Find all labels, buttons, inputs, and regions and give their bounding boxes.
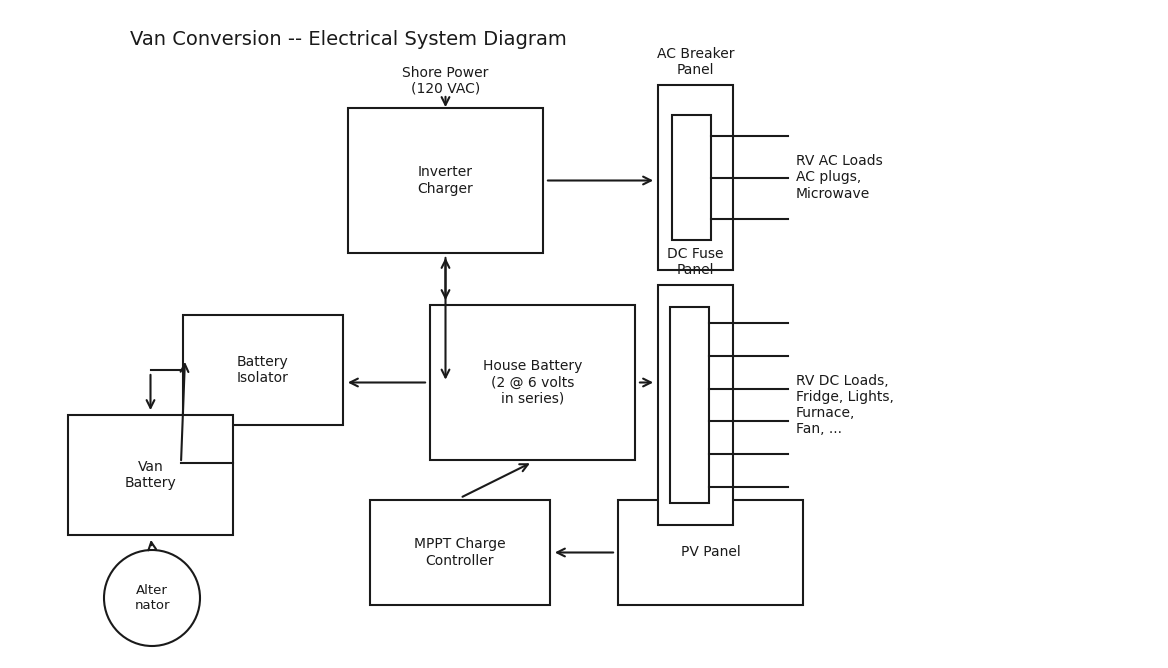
Bar bbox=[672, 115, 711, 240]
Text: DC Fuse
Panel: DC Fuse Panel bbox=[667, 246, 724, 277]
Bar bbox=[348, 108, 543, 253]
Text: Van
Battery: Van Battery bbox=[125, 460, 176, 490]
Bar bbox=[658, 85, 734, 270]
Bar bbox=[68, 415, 232, 535]
Bar bbox=[670, 307, 709, 503]
Text: Alter
nator: Alter nator bbox=[134, 584, 169, 612]
Text: RV DC Loads,
Fridge, Lights,
Furnace,
Fan, ...: RV DC Loads, Fridge, Lights, Furnace, Fa… bbox=[797, 373, 894, 436]
Bar bbox=[183, 315, 343, 425]
Text: Battery
Isolator: Battery Isolator bbox=[237, 355, 288, 385]
Text: MPPT Charge
Controller: MPPT Charge Controller bbox=[415, 537, 506, 568]
Circle shape bbox=[104, 550, 200, 646]
Text: Van Conversion -- Electrical System Diagram: Van Conversion -- Electrical System Diag… bbox=[130, 30, 566, 49]
Text: Shore Power
(120 VAC): Shore Power (120 VAC) bbox=[402, 66, 488, 96]
Bar bbox=[430, 305, 635, 460]
Text: House Battery
(2 @ 6 volts
in series): House Battery (2 @ 6 volts in series) bbox=[482, 359, 582, 405]
Bar bbox=[370, 500, 550, 605]
Bar bbox=[618, 500, 804, 605]
Text: RV AC Loads
AC plugs,
Microwave: RV AC Loads AC plugs, Microwave bbox=[797, 154, 883, 200]
Bar bbox=[658, 285, 734, 525]
Text: Inverter
Charger: Inverter Charger bbox=[418, 166, 473, 196]
Text: PV Panel: PV Panel bbox=[681, 546, 741, 560]
Text: AC Breaker
Panel: AC Breaker Panel bbox=[656, 47, 735, 77]
